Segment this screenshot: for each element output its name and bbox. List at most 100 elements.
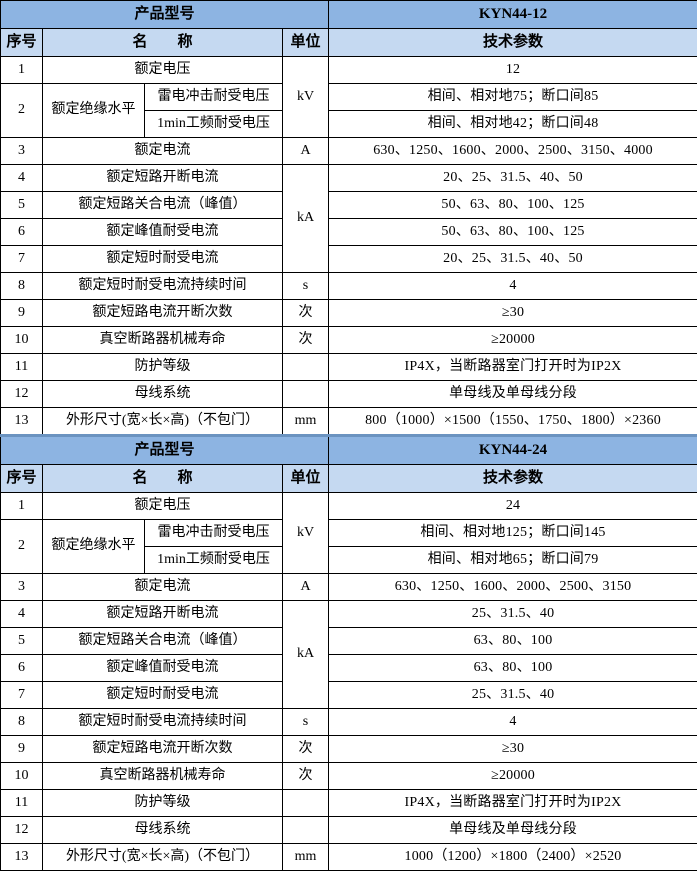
- param-value-cell: 50、63、80、100、125: [329, 192, 697, 219]
- product-model-label: 产品型号: [1, 1, 329, 29]
- row-number-cell: 13: [1, 844, 43, 871]
- param-value-cell: 单母线及单母线分段: [329, 381, 697, 408]
- row-number-cell: 10: [1, 327, 43, 354]
- row-number-cell: 1: [1, 493, 43, 520]
- param-name-cell: 额定短路开断电流: [43, 165, 283, 192]
- table-row: 8 额定短时耐受电流持续时间 s 4: [1, 709, 697, 736]
- param-name-cell: 额定短时耐受电流: [43, 246, 283, 273]
- param-name-cell: 母线系统: [43, 381, 283, 408]
- table-row: 13 外形尺寸(宽×长×高)（不包门） mm 800（1000）×1500（15…: [1, 408, 697, 436]
- column-header-row: 序号 名 称 单位 技术参数: [1, 465, 697, 493]
- param-name-cell: 母线系统: [43, 817, 283, 844]
- param-value-cell: 20、25、31.5、40、50: [329, 165, 697, 192]
- param-name-cell: 额定电流: [43, 138, 283, 165]
- table-row: 6 额定峰值耐受电流 50、63、80、100、125: [1, 219, 697, 246]
- row-number-cell: 5: [1, 628, 43, 655]
- col-header-params: 技术参数: [329, 465, 697, 493]
- row-number-cell: 4: [1, 601, 43, 628]
- row-number-cell: 2: [1, 520, 43, 574]
- param-value-cell: IP4X，当断路器室门打开时为IP2X: [329, 790, 697, 817]
- param-value-cell: 24: [329, 493, 697, 520]
- table-row: 1 额定电压 kV 24: [1, 493, 697, 520]
- row-number-cell: 1: [1, 57, 43, 84]
- unit-cell: kV: [283, 57, 329, 138]
- table-row: 11 防护等级 IP4X，当断路器室门打开时为IP2X: [1, 790, 697, 817]
- param-value-cell: 12: [329, 57, 697, 84]
- row-number-cell: 8: [1, 273, 43, 300]
- row-number-cell: 6: [1, 219, 43, 246]
- unit-cell: [283, 381, 329, 408]
- table-row: 7 额定短时耐受电流 20、25、31.5、40、50: [1, 246, 697, 273]
- param-value-cell: 相间、相对地75；断口间85: [329, 84, 697, 111]
- param-value-cell: 相间、相对地42；断口间48: [329, 111, 697, 138]
- unit-cell: A: [283, 574, 329, 601]
- param-subname-cell: 雷电冲击耐受电压: [145, 520, 283, 547]
- section-kyn44-24: 产品型号 KYN44-24 序号 名 称 单位 技术参数 1 额定电压 kV 2…: [1, 436, 697, 871]
- row-number-cell: 10: [1, 763, 43, 790]
- row-number-cell: 13: [1, 408, 43, 436]
- model-header-row: 产品型号 KYN44-24: [1, 436, 697, 465]
- table-row: 9 额定短路电流开断次数 次 ≥30: [1, 736, 697, 763]
- param-name-cell: 额定峰值耐受电流: [43, 655, 283, 682]
- unit-cell: [283, 354, 329, 381]
- param-value-cell: ≥30: [329, 736, 697, 763]
- param-value-cell: ≥30: [329, 300, 697, 327]
- param-value-cell: IP4X，当断路器室门打开时为IP2X: [329, 354, 697, 381]
- unit-cell: kA: [283, 165, 329, 273]
- param-name-cell: 额定电压: [43, 493, 283, 520]
- row-number-cell: 2: [1, 84, 43, 138]
- table-row: 5 额定短路关合电流（峰值） 50、63、80、100、125: [1, 192, 697, 219]
- unit-cell: [283, 817, 329, 844]
- unit-cell: kV: [283, 493, 329, 574]
- product-model-value: KYN44-12: [329, 1, 697, 29]
- row-number-cell: 9: [1, 736, 43, 763]
- row-number-cell: 4: [1, 165, 43, 192]
- row-number-cell: 5: [1, 192, 43, 219]
- param-value-cell: 4: [329, 273, 697, 300]
- table-row: 10 真空断路器机械寿命 次 ≥20000: [1, 327, 697, 354]
- param-name-cell: 额定短路开断电流: [43, 601, 283, 628]
- row-number-cell: 7: [1, 246, 43, 273]
- param-group-cell: 额定绝缘水平: [43, 520, 145, 574]
- param-value-cell: 相间、相对地125；断口间145: [329, 520, 697, 547]
- param-name-cell: 真空断路器机械寿命: [43, 327, 283, 354]
- row-number-cell: 3: [1, 138, 43, 165]
- table-row: 3 额定电流 A 630、1250、1600、2000、2500、3150: [1, 574, 697, 601]
- unit-cell: s: [283, 709, 329, 736]
- param-value-cell: 63、80、100: [329, 655, 697, 682]
- param-name-cell: 外形尺寸(宽×长×高)（不包门）: [43, 408, 283, 436]
- unit-cell: s: [283, 273, 329, 300]
- unit-cell: mm: [283, 844, 329, 871]
- col-header-name: 名 称: [43, 465, 283, 493]
- param-value-cell: 1000（1200）×1800（2400）×2520: [329, 844, 697, 871]
- table-row: 4 额定短路开断电流 kA 25、31.5、40: [1, 601, 697, 628]
- table-row: 3 额定电流 A 630、1250、1600、2000、2500、3150、40…: [1, 138, 697, 165]
- model-header-row: 产品型号 KYN44-12: [1, 1, 697, 29]
- unit-cell: 次: [283, 327, 329, 354]
- param-name-cell: 额定电流: [43, 574, 283, 601]
- table-row: 7 额定短时耐受电流 25、31.5、40: [1, 682, 697, 709]
- col-header-params: 技术参数: [329, 29, 697, 57]
- param-name-cell: 额定短时耐受电流: [43, 682, 283, 709]
- param-name-cell: 额定短路电流开断次数: [43, 300, 283, 327]
- table-row: 11 防护等级 IP4X，当断路器室门打开时为IP2X: [1, 354, 697, 381]
- section-kyn44-12: 产品型号 KYN44-12 序号 名 称 单位 技术参数 1 额定电压 kV 1…: [1, 1, 697, 436]
- unit-cell: 次: [283, 763, 329, 790]
- table-row: 5 额定短路关合电流（峰值） 63、80、100: [1, 628, 697, 655]
- table-row: 9 额定短路电流开断次数 次 ≥30: [1, 300, 697, 327]
- param-value-cell: ≥20000: [329, 763, 697, 790]
- param-subname-cell: 雷电冲击耐受电压: [145, 84, 283, 111]
- param-value-cell: ≥20000: [329, 327, 697, 354]
- col-header-unit: 单位: [283, 465, 329, 493]
- row-number-cell: 12: [1, 817, 43, 844]
- param-value-cell: 630、1250、1600、2000、2500、3150: [329, 574, 697, 601]
- table-row: 12 母线系统 单母线及单母线分段: [1, 381, 697, 408]
- row-number-cell: 8: [1, 709, 43, 736]
- table-row: 12 母线系统 单母线及单母线分段: [1, 817, 697, 844]
- unit-cell: kA: [283, 601, 329, 709]
- col-header-index: 序号: [1, 29, 43, 57]
- param-name-cell: 额定短路电流开断次数: [43, 736, 283, 763]
- col-header-unit: 单位: [283, 29, 329, 57]
